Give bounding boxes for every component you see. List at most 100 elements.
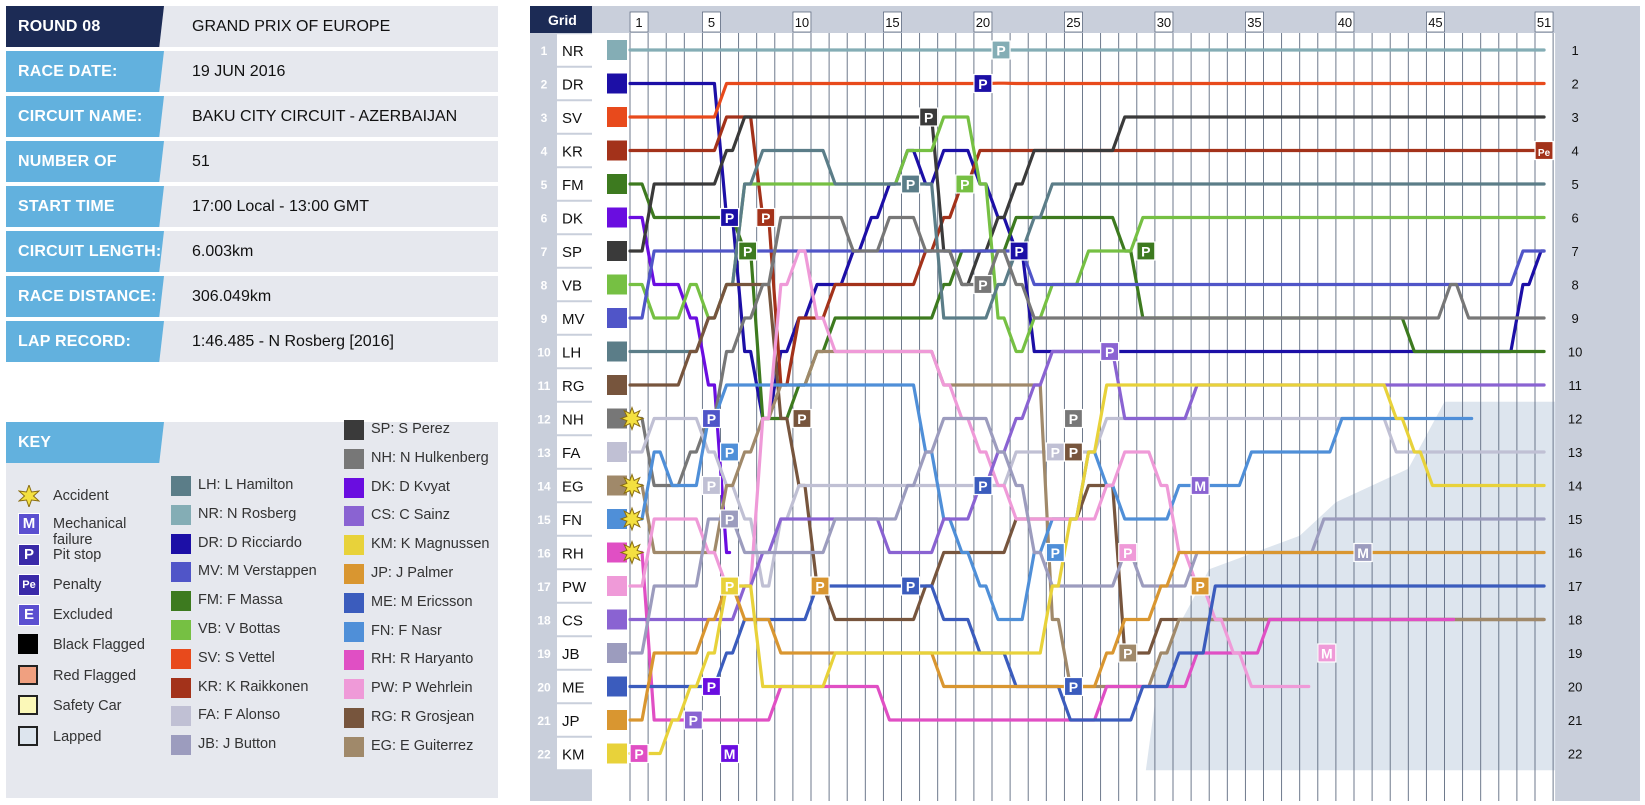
pit-marker (683, 710, 703, 730)
pit-marker (1136, 241, 1156, 261)
grid-driver-swatch (607, 140, 627, 161)
position-number: 12 (537, 413, 551, 427)
info-value: 1:46.485 - N Rosberg [2016] (192, 333, 394, 350)
position-number-right: 14 (1568, 479, 1582, 494)
grid-driver-cell (557, 235, 592, 267)
info-value: 306.049km (192, 288, 272, 305)
mechanical-marker (1353, 542, 1373, 563)
grid-driver-swatch (607, 73, 627, 94)
grid-driver-swatch (607, 475, 627, 496)
grid-driver-swatch (607, 107, 627, 127)
pit-marker-label: P (978, 277, 987, 293)
lap-tick-box (792, 11, 812, 33)
position-cell (535, 503, 555, 535)
key-label: Pit stop (53, 547, 102, 563)
grid-driver-swatch (607, 509, 627, 529)
info-value: 51 (192, 153, 210, 170)
pit-marker (1009, 241, 1029, 261)
position-number-right: 12 (1568, 412, 1582, 427)
position-number-right: 13 (1568, 445, 1582, 460)
lap-tick-label: 45 (1428, 15, 1442, 30)
lap-tick-label: 25 (1066, 15, 1080, 30)
pit-marker (900, 576, 921, 596)
info-value: 6.003km (192, 243, 254, 260)
pit-marker (719, 509, 740, 529)
pit-marker-label: P (1141, 244, 1150, 260)
mechanical-marker (1317, 643, 1337, 663)
grid-driver-code: DK (562, 211, 583, 228)
pit-marker (810, 576, 830, 596)
position-number: 6 (541, 212, 548, 226)
driver-swatch (344, 592, 364, 613)
driver-legend-label: DR: D Ricciardo (198, 534, 302, 551)
position-number-right: 20 (1568, 680, 1582, 695)
lap-tick-label: 30 (1157, 15, 1171, 30)
lap-tick-label: 20 (976, 15, 990, 30)
grid-driver-code: VB (562, 278, 582, 295)
key-label: Red Flagged (53, 668, 137, 684)
info-row: RACE DISTANCE: 306.049km (6, 276, 498, 317)
info-row: LAP RECORD: 1:46.485 - N Rosberg [2016] (6, 321, 498, 362)
grid-header-bg (530, 6, 592, 33)
pit-marker-label: P (815, 579, 824, 595)
grid-driver-swatch (607, 643, 627, 663)
grid-driver-cell (557, 34, 592, 66)
grid-driver-swatch (607, 710, 627, 730)
key-title: KEY (6, 422, 164, 463)
pit-marker-label: P (707, 679, 716, 695)
info-label: CIRCUIT LENGTH: (6, 231, 164, 272)
position-cell (535, 201, 555, 234)
pit-marker-label: P (1123, 646, 1132, 662)
lap-tick-box (1245, 11, 1264, 33)
pit-marker-label: P (924, 110, 933, 126)
grid-driver-code: RG (562, 378, 585, 395)
mechanical-marker-label: M (1321, 646, 1333, 662)
grid-driver-code: LH (562, 345, 581, 362)
pit-marker (719, 576, 740, 596)
driver-swatch (171, 504, 191, 525)
driver-legend-label: LH: L Hamilton (198, 477, 294, 493)
pit-marker-label: P (634, 746, 643, 762)
driver-swatch (171, 620, 191, 640)
pit-marker (719, 207, 740, 228)
lap-tick-box (1426, 11, 1445, 33)
grid-driver-swatch (607, 375, 627, 395)
position-number: 19 (537, 647, 551, 661)
position-number-right: 4 (1571, 144, 1578, 159)
penalty-icon: Pe (18, 574, 40, 596)
position-number-right: 7 (1571, 244, 1578, 259)
position-cell (535, 302, 555, 334)
pit-marker-label: P (906, 579, 915, 595)
info-value: BAKU CITY CIRCUIT - AZERBAIJAN (192, 108, 458, 125)
position-cell (535, 536, 555, 569)
position-number: 15 (537, 513, 551, 527)
key-label: Mechanical failure (53, 516, 127, 548)
grid-driver-code: NR (562, 43, 584, 60)
pit-marker (719, 442, 740, 462)
pit-marker-label: P (707, 411, 716, 427)
driver-swatch (344, 708, 364, 728)
key-label: Excluded (53, 607, 113, 623)
safety-car-icon (18, 695, 40, 717)
grid-driver-code: RH (562, 546, 584, 563)
driver-legend-label: JB: J Button (198, 736, 277, 753)
position-number: 18 (537, 614, 551, 628)
key-label: Penalty (53, 577, 102, 593)
info-label: START TIME (6, 186, 164, 227)
series-line-sv (628, 81, 1546, 119)
grid-driver-code: PW (562, 579, 587, 596)
series-line-dk (628, 215, 732, 555)
lap-tick-label: 40 (1338, 15, 1352, 30)
grid-driver-swatch (607, 308, 627, 328)
grid-driver-code: KM (562, 747, 585, 764)
penalty-marker-label: Pe (1538, 148, 1551, 159)
pit-marker (792, 408, 812, 429)
position-number-right: 22 (1568, 747, 1582, 762)
position-cell (535, 67, 555, 100)
grid-driver-swatch (607, 676, 627, 697)
position-number: 20 (537, 681, 551, 695)
grid-driver-cell (557, 302, 592, 334)
grid-driver-code: DR (562, 77, 584, 94)
grid-header-label: Grid (548, 12, 577, 28)
pit-marker (701, 408, 722, 429)
